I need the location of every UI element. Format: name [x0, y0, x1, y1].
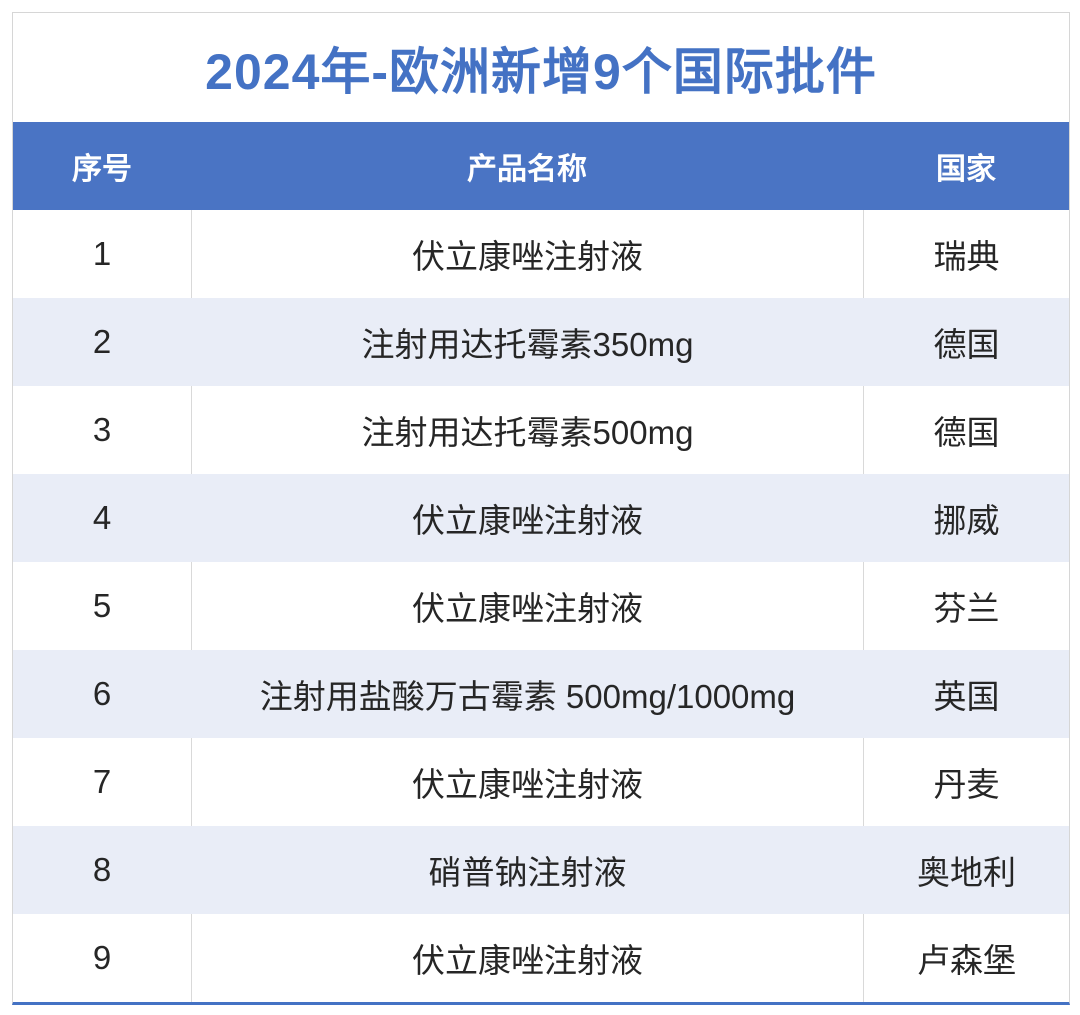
page-title: 2024年-欧洲新增9个国际批件 — [205, 43, 877, 100]
table-title-bar: 2024年-欧洲新增9个国际批件 — [13, 13, 1069, 122]
table-row: 5 伏立康唑注射液 芬兰 — [13, 562, 1069, 650]
cell-country: 丹麦 — [863, 738, 1069, 826]
cell-country: 英国 — [933, 678, 1000, 715]
cell-product: 注射用达托霉素350mg — [361, 326, 694, 363]
cell-product: 注射用达托霉素500mg — [191, 386, 863, 474]
cell-country: 德国 — [933, 326, 1000, 363]
table-row: 6 注射用盐酸万古霉素 500mg/1000mg 英国 — [13, 650, 1069, 738]
cell-no: 6 — [92, 675, 112, 712]
table-row: 1 伏立康唑注射液 瑞典 — [13, 210, 1069, 298]
cell-country: 瑞典 — [863, 210, 1069, 298]
cell-no: 4 — [92, 499, 112, 536]
header-cell-country: 国家 — [936, 153, 996, 186]
cell-no: 5 — [92, 587, 112, 624]
table-row: 3 注射用达托霉素500mg 德国 — [13, 386, 1069, 474]
cell-no: 2 — [92, 323, 112, 360]
cell-product: 伏立康唑注射液 — [191, 738, 863, 826]
cell-country: 奥地利 — [917, 854, 1016, 891]
cell-product: 伏立康唑注射液 — [191, 914, 863, 1002]
cell-no: 3 — [92, 411, 112, 448]
cell-product: 伏立康唑注射液 — [191, 210, 863, 298]
cell-no: 8 — [92, 851, 112, 888]
approval-table-card: 2024年-欧洲新增9个国际批件 序号 产品名称 国家 1 伏立康唑注射液 瑞典… — [12, 12, 1070, 1005]
table-row: 2 注射用达托霉素350mg 德国 — [13, 298, 1069, 386]
table-row: 4 伏立康唑注射液 挪威 — [13, 474, 1069, 562]
cell-product: 伏立康唑注射液 — [191, 562, 863, 650]
cell-no: 7 — [92, 763, 112, 800]
cell-no: 1 — [92, 235, 112, 272]
table-row: 8 硝普钠注射液 奥地利 — [13, 826, 1069, 914]
cell-product: 注射用盐酸万古霉素 500mg/1000mg — [259, 678, 796, 715]
cell-country: 卢森堡 — [863, 914, 1069, 1002]
table-body: 1 伏立康唑注射液 瑞典 2 注射用达托霉素350mg 德国 3 注射用达托霉素… — [13, 210, 1069, 1002]
cell-product: 伏立康唑注射液 — [412, 502, 643, 539]
table-header-row: 序号 产品名称 国家 — [13, 122, 1069, 210]
header-cell-product: 产品名称 — [467, 153, 587, 186]
cell-country: 德国 — [863, 386, 1069, 474]
cell-no: 9 — [92, 939, 112, 976]
cell-country: 芬兰 — [863, 562, 1069, 650]
table-row: 9 伏立康唑注射液 卢森堡 — [13, 914, 1069, 1002]
cell-country: 挪威 — [933, 502, 1000, 539]
header-cell-no: 序号 — [72, 153, 132, 186]
table-row: 7 伏立康唑注射液 丹麦 — [13, 738, 1069, 826]
cell-product: 硝普钠注射液 — [428, 854, 627, 891]
